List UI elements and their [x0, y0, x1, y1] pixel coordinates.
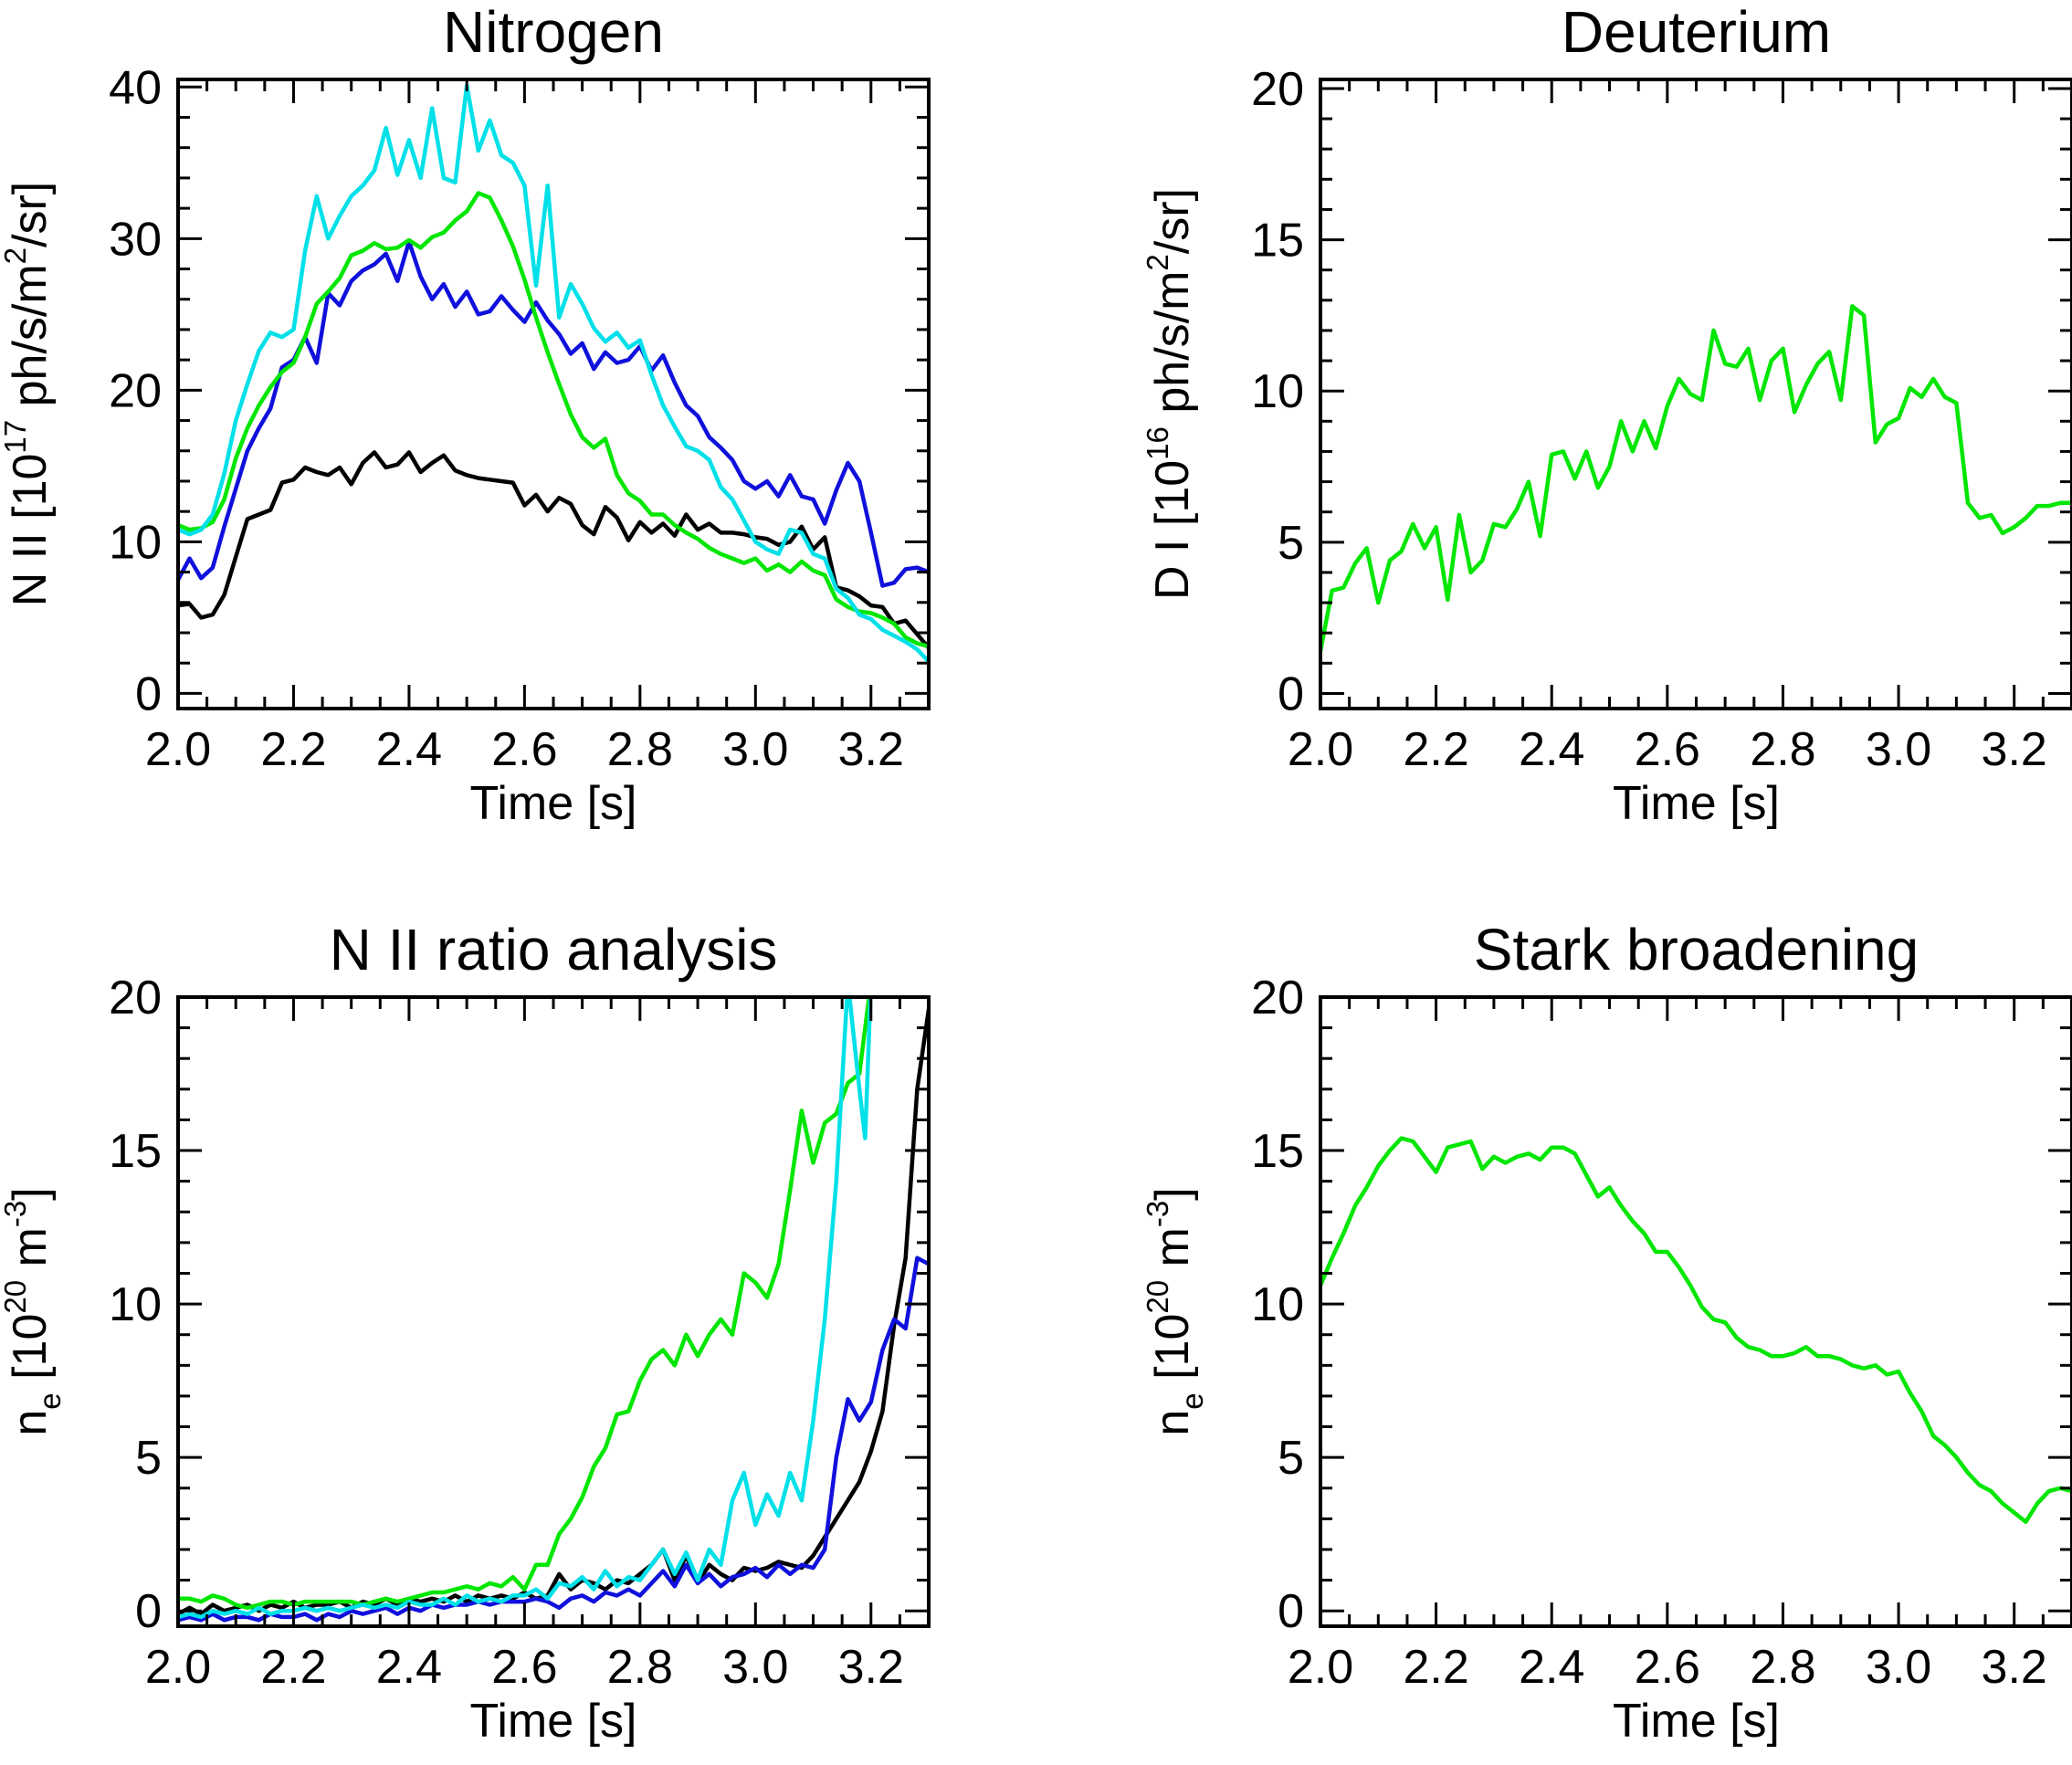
series-line-4	[178, 997, 873, 1620]
y-tick-label: 0	[135, 1585, 162, 1638]
x-tick-label: 3.2	[838, 723, 904, 776]
series-line-2	[178, 239, 929, 588]
x-tick-label: 2.4	[1519, 1641, 1584, 1694]
x-tick-label: 2.4	[376, 1641, 442, 1694]
x-tick-label: 3.0	[722, 1641, 788, 1694]
y-tick-label: 20	[109, 364, 162, 417]
chart-title: N II ratio analysis	[330, 917, 778, 982]
axes-frame	[1319, 78, 2072, 710]
series-line-1	[178, 450, 929, 650]
chart-title: Stark broadening	[1474, 917, 1919, 982]
x-tick-label: 2.0	[145, 1641, 211, 1694]
y-tick-label: 40	[109, 61, 162, 114]
y-tick-label: 10	[109, 516, 162, 569]
plot-area	[1320, 1136, 2072, 1524]
x-tick-label: 2.4	[376, 723, 442, 776]
x-axis-label: Time [s]	[1613, 777, 1780, 830]
x-axis-label: Time [s]	[470, 777, 637, 830]
y-tick-label: 5	[135, 1432, 162, 1485]
y-tick-label: 10	[1251, 365, 1304, 418]
x-tick-label: 2.6	[1635, 1641, 1700, 1694]
plot-area	[178, 83, 929, 664]
x-tick-label: 3.2	[838, 1641, 904, 1694]
y-tick-label: 10	[1251, 1278, 1304, 1331]
x-tick-label: 3.0	[1866, 723, 1931, 776]
x-tick-label: 2.2	[1403, 1641, 1468, 1694]
series-line-4	[178, 83, 929, 664]
y-tick-label: 20	[1251, 63, 1304, 116]
series-line-1	[178, 1007, 929, 1616]
x-tick-label: 2.6	[1635, 723, 1700, 776]
x-tick-label: 2.2	[260, 1641, 326, 1694]
y-tick-label: 0	[135, 667, 162, 720]
y-tick-label: 5	[1278, 517, 1304, 570]
plot-area	[178, 997, 929, 1623]
x-tick-label: 2.8	[607, 1641, 673, 1694]
y-axis-label: ne [1020 m-3]	[1141, 1187, 1209, 1435]
series-line-2	[178, 1255, 929, 1623]
y-tick-label: 15	[1251, 1125, 1304, 1178]
panel-stark-broadening: 2.0 2.2 2.4 2.6 2.8 3.0 3.2 0 5 10 15 20 Stark broad…	[1141, 917, 2072, 1748]
x-axis-label: Time [s]	[470, 1695, 637, 1748]
series-line-1	[1320, 304, 2072, 654]
x-tick-label: 2.2	[260, 723, 326, 776]
series-line-3	[178, 997, 871, 1611]
plot-area	[1320, 304, 2072, 654]
y-tick-label: 20	[109, 972, 162, 1024]
x-tick-label: 2.0	[1288, 1641, 1353, 1694]
x-tick-label: 3.0	[1866, 1641, 1931, 1694]
x-tick-label: 3.0	[722, 723, 788, 776]
x-tick-label: 2.8	[607, 723, 673, 776]
y-tick-label: 10	[109, 1278, 162, 1331]
x-tick-label: 2.4	[1519, 723, 1584, 776]
x-tick-label: 2.8	[1750, 1641, 1815, 1694]
y-tick-label: 5	[1278, 1432, 1304, 1485]
y-axis-label: ne [1020 m-3]	[0, 1187, 67, 1435]
x-tick-label: 3.2	[1982, 1641, 2047, 1694]
axes-frame	[176, 78, 931, 710]
y-tick-label: 15	[109, 1125, 162, 1178]
x-tick-label: 2.2	[1403, 723, 1468, 776]
panel-n-ii-ratio-analysis: 2.0 2.2 2.4 2.6 2.8 3.0 3.2 0 5 10 15 20 N II ratio …	[0, 917, 931, 1748]
y-tick-label: 30	[109, 213, 162, 266]
axes-frame	[176, 995, 931, 1628]
x-tick-label: 2.0	[1288, 723, 1353, 776]
x-tick-label: 2.8	[1750, 723, 1815, 776]
y-tick-label: 15	[1251, 215, 1304, 268]
x-tick-label: 2.0	[145, 723, 211, 776]
chart-title: Deuterium	[1562, 0, 1831, 65]
x-tick-label: 3.2	[1982, 723, 2047, 776]
chart-title: Nitrogen	[443, 0, 664, 65]
x-axis-label: Time [s]	[1613, 1695, 1780, 1748]
x-tick-label: 2.6	[491, 1641, 557, 1694]
y-tick-label: 0	[1278, 667, 1304, 720]
y-tick-label: 20	[1251, 972, 1304, 1024]
panel-deuterium: 2.0 2.2 2.4 2.6 2.8 3.0 3.2 0 5 10 15 20 Deuterium Ti…	[1141, 0, 2072, 830]
series-line-3	[178, 191, 929, 649]
axes-frame	[1319, 995, 2072, 1628]
y-tick-label: 0	[1278, 1585, 1304, 1638]
panel-nitrogen: 2.0 2.2 2.4 2.6 2.8 3.0 3.2 0 10 20 30 40 Nitrogen Ti…	[0, 0, 931, 830]
series-line-1	[1320, 1136, 2072, 1524]
x-tick-label: 2.6	[491, 723, 557, 776]
y-axis-label: N II [1017 ph/s/m2/sr]	[0, 182, 57, 606]
y-axis-label: D I [1016 ph/s/m2/sr]	[1141, 188, 1199, 600]
